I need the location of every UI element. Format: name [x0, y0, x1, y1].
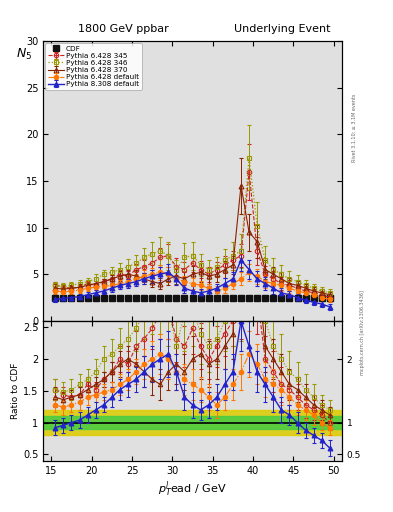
Text: Underlying Event: Underlying Event	[234, 24, 331, 34]
Text: $N_5$: $N_5$	[17, 47, 33, 61]
Text: 1800 GeV ppbar: 1800 GeV ppbar	[79, 24, 169, 34]
Y-axis label: Ratio to CDF: Ratio to CDF	[11, 362, 20, 419]
X-axis label: $p_T^l$ead / GeV: $p_T^l$ead / GeV	[158, 480, 227, 499]
Text: mcplots.cern.ch [arXiv:1306.3436]: mcplots.cern.ch [arXiv:1306.3436]	[360, 290, 365, 375]
Text: Rivet 3.1.10; ≥ 3.1M events: Rivet 3.1.10; ≥ 3.1M events	[352, 94, 357, 162]
Legend: CDF, Pythia 6.428 345, Pythia 6.428 346, Pythia 6.428 370, Pythia 6.428 default,: CDF, Pythia 6.428 345, Pythia 6.428 346,…	[46, 43, 141, 90]
